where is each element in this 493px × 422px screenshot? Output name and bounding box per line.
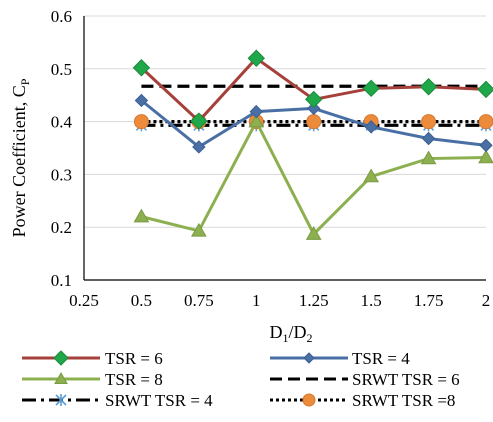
data-point-diamond [53,350,69,366]
x-tick-label: 1 [252,291,261,310]
grid [84,15,486,228]
legend: TSR = 6 TSR = 4 TSR = 8 SRWT TSR = 6 SRWT TS… [22,349,460,410]
legend-item: TSR = 4 [270,349,410,368]
x-tick-label: 1.25 [299,291,329,310]
data-point-triangle [305,226,322,240]
data-point-triangle [478,149,493,164]
data-point-triangle [54,371,68,384]
y-tick-labels: 0.1 0.2 0.3 0.4 0.5 0.6 [51,7,73,290]
legend-label: TSR = 8 [105,370,163,389]
y-tick-label: 0.3 [51,165,72,184]
legend-item: SRWT TSR = 4 [22,391,213,410]
legend-item: TSR = 8 [22,370,163,389]
legend-label: SRWT TSR = 6 [352,370,460,389]
data-point-diamond [132,59,151,77]
data-point-circle [133,114,149,130]
legend-label: TSR = 6 [105,349,163,368]
y-axis-label: Power Coefficient, CP [9,78,32,237]
x-axis-label: D1/D2 [270,322,313,345]
data-point-diamond [477,80,493,99]
data-point-diamond [134,93,149,108]
legend-item: SRWT TSR = 6 [270,370,460,389]
data-point-diamond [190,112,208,130]
data-point-diamond [362,79,380,98]
data-point-diamond [419,78,438,96]
data-point-triangle [190,222,207,237]
data-point-triangle [420,150,437,165]
data-point-diamond [307,101,321,116]
data-point-diamond [303,352,315,364]
legend-item: TSR = 6 [22,349,163,368]
data-point-triangle [248,113,265,128]
data-point-triangle [133,208,150,223]
data-point-circle [478,114,493,130]
series-tsr-6 [132,49,493,130]
series-tsr-8 [133,113,493,240]
data-point-triangle [363,168,380,183]
x-tick-label: 1.5 [361,291,382,310]
data-point-diamond [421,131,436,146]
data-point-diamond [305,90,323,109]
data-point-diamond [247,49,265,67]
x-tick-label: 0.25 [69,291,99,310]
data-point-diamond [192,140,206,154]
data-point-diamond [364,120,378,134]
x-tick-label: 1.75 [414,291,444,310]
data-point-circle [306,114,322,130]
legend-label: SRWT TSR =8 [352,391,455,410]
y-tick-label: 0.5 [51,60,72,79]
plot-series [132,49,493,240]
x-tick-label: 2 [482,291,491,310]
series-tsr-4 [134,93,493,154]
legend-label: TSR = 4 [352,349,410,368]
data-point-star [55,394,67,406]
y-tick-label: 0.1 [51,271,72,290]
data-point-diamond [479,138,493,153]
data-point-diamond [249,104,263,119]
legend-item: SRWT TSR =8 [270,391,455,410]
data-point-circle [302,393,316,407]
legend-label: SRWT TSR = 4 [105,391,213,410]
axes [83,16,486,281]
y-tick-label: 0.2 [51,218,72,237]
y-tick-label: 0.6 [51,7,72,26]
x-tick-labels: 0.25 0.5 0.75 1 1.25 1.5 1.75 2 [69,291,490,310]
x-tick-label: 0.75 [184,291,214,310]
x-tick-label: 0.5 [131,291,152,310]
y-tick-label: 0.4 [51,113,73,132]
data-point-circle [421,114,437,130]
